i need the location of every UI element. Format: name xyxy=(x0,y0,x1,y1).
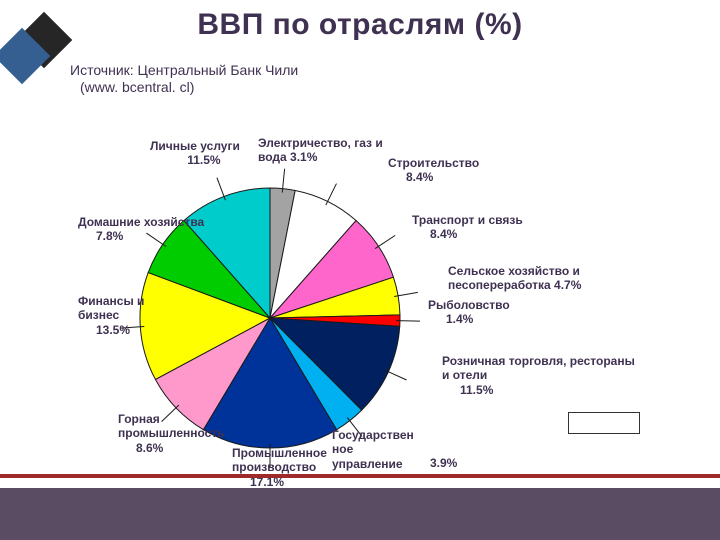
slice-label: Государственноеуправление3.9% xyxy=(332,428,414,471)
leader-line xyxy=(217,178,225,200)
slice-label: Рыболовство1.4% xyxy=(428,298,510,327)
slice-label: Розничная торговля, рестораныи отели11.5… xyxy=(442,354,635,397)
slice-label: Финансы ибизнес13.5% xyxy=(78,294,144,337)
legend-swatch xyxy=(568,412,640,434)
leader-line xyxy=(385,370,407,380)
slice-label: Транспорт и связь8.4% xyxy=(412,213,523,242)
slice-label: Промышленноепроизводство17.1% xyxy=(232,446,327,489)
leader-line xyxy=(375,235,395,248)
slice-label: Домашние хозяйства7.8% xyxy=(78,215,204,244)
slice-label: Горнаяпромышленность8.6% xyxy=(118,412,225,455)
slice-label: Личные услуги11.5% xyxy=(150,139,240,168)
slice-label: Электричество, газ ивода 3.1% xyxy=(258,136,383,165)
slice-label: Строительство8.4% xyxy=(388,156,479,185)
footer-bar xyxy=(0,488,720,540)
divider-line xyxy=(0,474,720,478)
slice-label: Сельское хозяйство ипесопереработка 4.7% xyxy=(448,264,581,293)
leader-line xyxy=(326,184,337,206)
